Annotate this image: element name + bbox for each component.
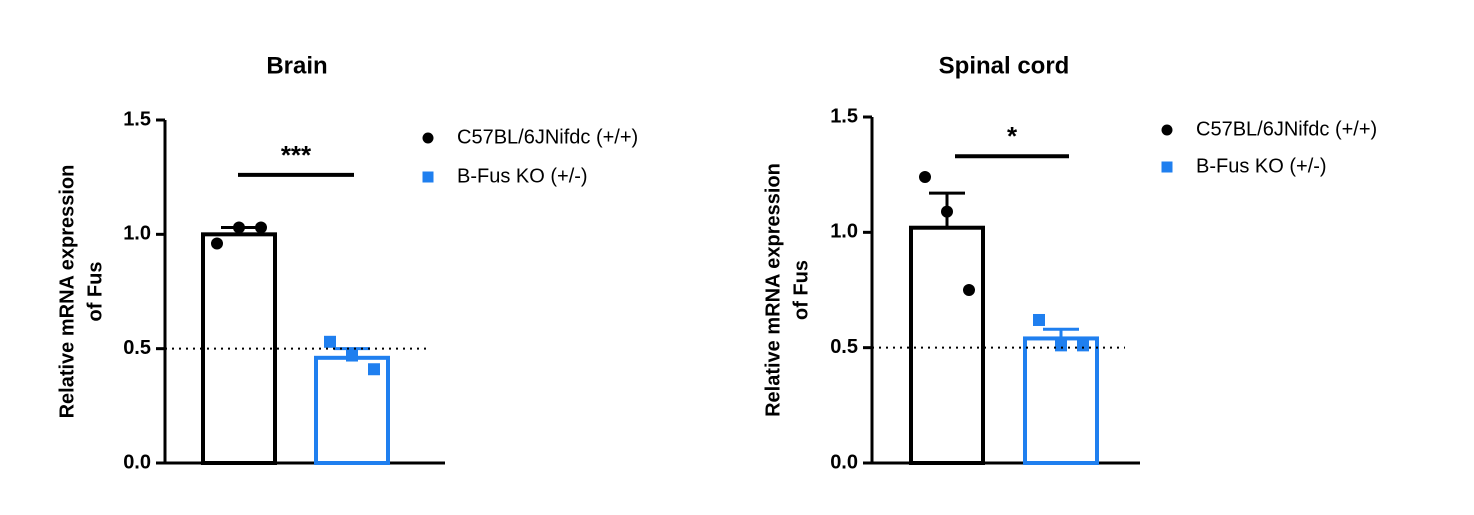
y-tick-label: 0.5 xyxy=(123,337,151,359)
legend-marker xyxy=(1161,161,1173,173)
data-point xyxy=(233,221,245,234)
chart-title: Spinal cord xyxy=(939,52,1070,79)
error-bar xyxy=(1043,327,1079,339)
y-tick-label: 0.0 xyxy=(123,451,151,473)
legend-marker xyxy=(422,171,434,183)
legend-label: C57BL/6JNifdc (+/+) xyxy=(457,126,638,148)
chart-title: Brain xyxy=(266,52,327,79)
y-tick-label: 0.5 xyxy=(830,336,858,358)
data-point xyxy=(1055,339,1067,352)
y-tick-label: 1.0 xyxy=(830,221,858,243)
y-axis-label: of Fus xyxy=(790,260,812,320)
bar xyxy=(909,225,985,465)
data-point xyxy=(963,284,975,296)
legend-label: C57BL/6JNifdc (+/+) xyxy=(1196,118,1377,140)
legend-label: B-Fus KO (+/-) xyxy=(457,165,588,187)
data-point xyxy=(368,363,380,376)
data-point xyxy=(919,170,931,183)
data-point xyxy=(324,335,336,348)
data-point xyxy=(346,349,358,362)
significance-label: * xyxy=(1007,121,1018,151)
bar xyxy=(314,355,390,465)
legend-marker xyxy=(422,132,434,144)
y-tick-label: 1.0 xyxy=(123,223,151,245)
y-tick-label: 1.5 xyxy=(123,108,151,130)
y-tick-label: 1.5 xyxy=(830,105,858,127)
bar xyxy=(1023,336,1099,465)
significance-label: *** xyxy=(281,140,312,170)
y-axis-label: Relative mRNA expression xyxy=(762,163,784,417)
data-point xyxy=(941,205,953,218)
data-point xyxy=(1077,339,1089,352)
y-tick-label: 0.0 xyxy=(830,451,858,473)
data-point xyxy=(211,237,223,250)
y-axis-label: of Fus xyxy=(84,262,106,322)
data-point xyxy=(255,221,267,234)
y-axis-label: Relative mRNA expression xyxy=(56,165,78,419)
legend-marker xyxy=(1161,124,1173,136)
data-point xyxy=(1033,313,1045,326)
legend-label: B-Fus KO (+/-) xyxy=(1196,155,1327,177)
